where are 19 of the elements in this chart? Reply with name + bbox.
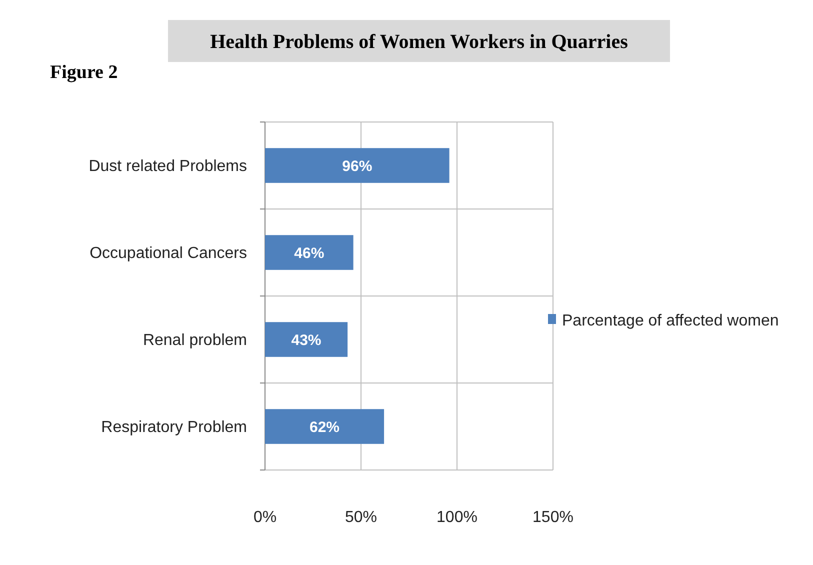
y-tick-label: Occupational Cancers <box>90 245 247 262</box>
y-tick-label: Dust related Problems <box>88 158 247 176</box>
bar <box>265 148 450 183</box>
bar <box>265 409 384 444</box>
x-tick-label: 100% <box>436 509 478 526</box>
y-tick-label: Respiratory Problem <box>101 419 247 436</box>
y-tick-label: Renal problem <box>142 332 247 350</box>
x-tick-label: 0% <box>253 509 277 526</box>
caption: Figure 2 <box>50 62 118 83</box>
data-label: 62% <box>310 418 340 436</box>
data-label: 96% <box>342 158 372 175</box>
data-label: 43% <box>291 332 322 349</box>
legend-label: Parcentage of affected women <box>562 312 779 330</box>
x-tick-label: 150% <box>532 509 574 526</box>
bar <box>265 322 348 357</box>
chart-title: Health Problems of Women Workers in Quarries <box>210 31 628 53</box>
x-tick-label: 50% <box>344 509 378 526</box>
bar <box>265 235 354 270</box>
data-label: 46% <box>294 244 324 262</box>
